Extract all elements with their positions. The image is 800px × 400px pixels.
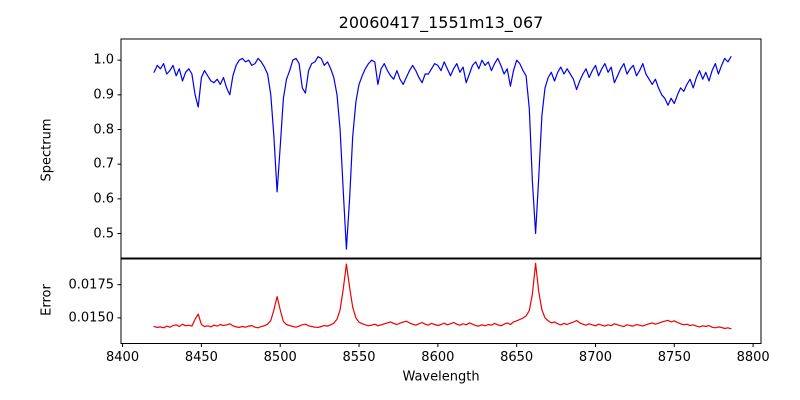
x-tick-label: 8700 — [578, 349, 613, 365]
x-tick-label: 8450 — [184, 349, 218, 365]
y-tick-label-spectrum: 0.7 — [93, 156, 114, 172]
x-axis-label: Wavelength — [402, 369, 480, 385]
y-tick-label-spectrum: 0.8 — [93, 122, 114, 137]
y-tick-label-spectrum: 0.9 — [93, 87, 114, 103]
chart-title: 20060417_1551m13_067 — [338, 13, 544, 32]
x-tick-label: 8500 — [263, 349, 297, 365]
x-tick-label: 8800 — [736, 349, 770, 365]
spectrum-line — [153, 56, 732, 250]
y-tick-label-spectrum: 0.6 — [93, 191, 114, 207]
y-axis-label-spectrum: Spectrum — [39, 118, 55, 182]
y-tick-label-spectrum: 0.5 — [93, 226, 114, 242]
error-line — [153, 262, 732, 330]
y-axis-label-error: Error — [39, 284, 55, 316]
y-tick-label-error: 0.0175 — [68, 277, 115, 293]
x-tick-label: 8650 — [500, 349, 534, 365]
x-tick-label: 8600 — [421, 349, 455, 365]
error-panel-frame — [120, 258, 762, 344]
x-tick-label: 8750 — [657, 349, 691, 365]
y-tick-label-error: 0.0150 — [68, 310, 115, 326]
y-tick-label-spectrum: 1.0 — [93, 52, 114, 68]
spectrum-panel-frame — [120, 38, 762, 259]
x-tick-label: 8400 — [106, 349, 140, 365]
x-tick-label: 8550 — [342, 349, 376, 365]
